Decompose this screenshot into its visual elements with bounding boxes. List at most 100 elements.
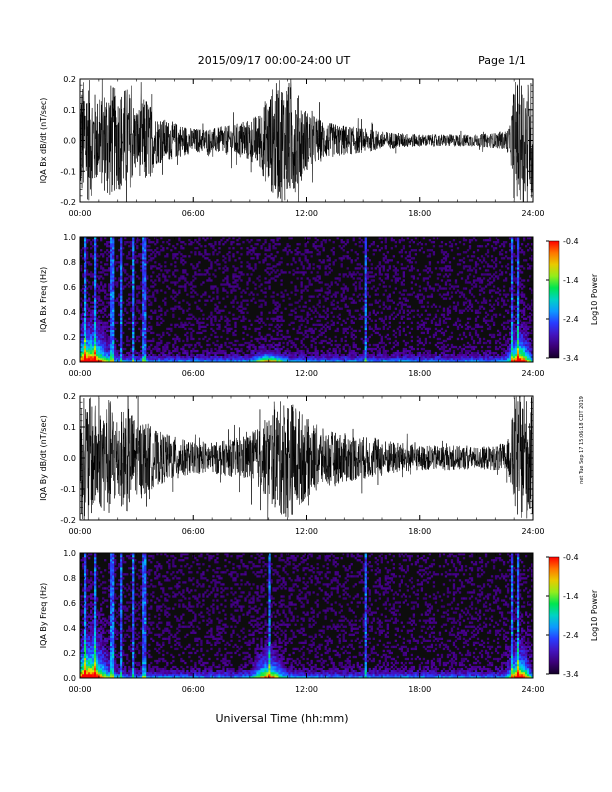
spectrogram-cell (142, 271, 145, 274)
spectrogram-cell (232, 255, 235, 258)
spectrogram-cell (132, 315, 135, 318)
spectrogram-cell (120, 285, 123, 288)
spectrogram-cell (428, 295, 432, 298)
spectrogram-cell (172, 337, 175, 341)
spectrogram-cell (316, 359, 319, 363)
spectrogram-cell (242, 241, 245, 244)
spectrogram-cell (344, 287, 347, 290)
spectrogram-cell (274, 353, 277, 357)
spectrogram-cell (460, 271, 464, 274)
spectrogram-cell (408, 241, 412, 244)
spectrogram-cell (510, 343, 514, 347)
spectrogram-cell (262, 259, 265, 262)
spectrogram-cell (236, 339, 239, 343)
spectrogram-cell (260, 283, 263, 286)
spectrogram-cell (390, 259, 393, 262)
spectrogram-cell (346, 287, 349, 290)
spectrogram-cell (116, 255, 119, 258)
spectrogram-cell (90, 333, 93, 337)
spectrogram-cell (326, 259, 329, 262)
spectrogram-cell (422, 269, 426, 272)
spectrogram-cell (82, 341, 85, 345)
spectrogram-cell (90, 331, 93, 335)
spectrogram-cell (132, 239, 135, 242)
spectrogram-cell (84, 261, 87, 264)
spectrogram-cell (312, 277, 315, 280)
spectrogram-cell (96, 355, 99, 359)
spectrogram-cell (280, 311, 283, 314)
spectrogram-cell (230, 289, 233, 292)
spectrogram-cell (348, 345, 351, 349)
spectrogram-cell (386, 355, 389, 359)
spectrogram-cell (268, 357, 271, 361)
spectrogram-cell (308, 295, 311, 298)
spectrogram-cell (132, 353, 135, 357)
spectrogram-cell (110, 347, 113, 351)
spectrogram-cell (120, 325, 123, 329)
spectrogram-cell (100, 329, 103, 333)
spectrogram-cell (318, 281, 321, 284)
spectrogram-cell (342, 283, 345, 286)
spectrogram-cell (224, 315, 227, 318)
spectrogram-cell (104, 339, 107, 343)
spectrogram-cell (360, 357, 363, 361)
spectrogram-cell (112, 323, 115, 327)
spectrogram-cell (454, 285, 458, 288)
spectrogram-cell (150, 351, 153, 355)
spectrogram-cell (82, 299, 85, 302)
spectrogram-cell (84, 265, 87, 268)
spectrogram-cell (508, 353, 512, 357)
spectrogram-cell (332, 359, 335, 363)
spectrogram-cell (480, 255, 484, 258)
spectrogram-cell (482, 355, 486, 359)
spectrogram-cell (364, 281, 367, 284)
spectrogram-cell (132, 347, 135, 351)
spectrogram-cell (416, 351, 420, 355)
spectrogram-cell (146, 359, 149, 363)
spectrogram-cell (142, 293, 145, 296)
spectrogram-cell (146, 329, 149, 333)
spectrogram-cell (140, 287, 143, 290)
spectrogram-cell (300, 281, 303, 284)
spectrogram-cell (258, 355, 261, 359)
spectrogram-cell (384, 317, 387, 320)
spectrogram-cell (150, 301, 153, 304)
spectrogram-cell (296, 331, 299, 335)
spectrogram-cell (106, 315, 109, 318)
spectrogram-cell (438, 273, 442, 276)
spectrogram-cell (164, 311, 167, 314)
spectrogram-cell (246, 345, 249, 349)
spectrogram-cell (448, 337, 452, 341)
spectrogram-cell (510, 293, 514, 296)
spectrogram-cell (362, 351, 365, 355)
spectrogram-cell (86, 305, 89, 308)
spectrogram-cell (274, 317, 277, 320)
spectrogram-cell (294, 353, 297, 357)
spectrogram-cell (324, 317, 327, 320)
spectrogram-cell (94, 353, 97, 357)
spectrogram-cell (388, 357, 391, 361)
spectrogram-cell (260, 335, 263, 339)
spectrogram-cell (88, 355, 91, 359)
spectrogram-cell (334, 351, 337, 355)
spectrogram-cell (364, 239, 367, 242)
spectrogram-cell (192, 275, 195, 278)
spectrogram-cell (448, 347, 452, 351)
spectrogram-cell (98, 255, 101, 258)
spectrogram-cell (186, 351, 189, 355)
spectrogram-cell (84, 349, 87, 353)
spectrogram-cell (170, 351, 173, 355)
spectrogram-cell (142, 291, 145, 294)
spectrogram-cell (248, 279, 251, 282)
spectrogram-cell (432, 355, 436, 359)
spectrogram-cell (418, 285, 422, 288)
spectrogram-cell (116, 351, 119, 355)
spectrogram-cell (468, 343, 472, 347)
spectrogram-cell (158, 253, 161, 256)
spectrogram-cell (204, 299, 207, 302)
spectrogram-cell (102, 351, 105, 355)
spectrogram-cell (452, 301, 456, 304)
spectrogram-cell (382, 281, 385, 284)
spectrogram-cell (476, 349, 480, 353)
spectrogram-cell (172, 281, 175, 284)
